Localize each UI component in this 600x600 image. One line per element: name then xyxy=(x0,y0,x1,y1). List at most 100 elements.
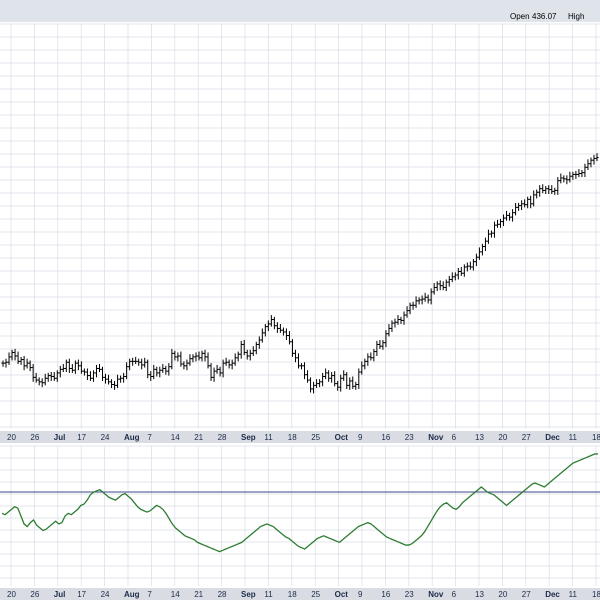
ohlc-bar xyxy=(577,169,581,178)
ohlc-bar xyxy=(260,328,264,343)
ohlc-bar xyxy=(73,360,77,374)
x-axis-bottom-tick-label: Oct xyxy=(335,590,349,599)
ohlc-bar xyxy=(553,187,557,195)
x-axis-top-tick-label: 11 xyxy=(569,433,578,442)
ohlc-bar xyxy=(34,372,38,383)
ohlc-bar xyxy=(22,356,26,371)
x-axis-top-tick-label: Nov xyxy=(428,433,444,442)
ohlc-bar xyxy=(513,202,518,216)
ohlc-bar xyxy=(468,261,472,270)
ohlc-bar xyxy=(275,322,279,333)
ohlc-bar xyxy=(523,199,527,208)
ohlc-bar xyxy=(507,212,512,221)
ohlc-bar xyxy=(140,358,144,370)
ohlc-bar xyxy=(529,195,533,209)
ohlc-bar xyxy=(571,171,575,180)
ohlc-bar xyxy=(568,171,572,183)
x-axis-bottom-tick-label: 24 xyxy=(101,590,110,599)
ohlc-bar xyxy=(215,364,219,374)
x-axis-top-tick-label: 16 xyxy=(381,433,390,442)
ohlc-bar xyxy=(486,229,491,244)
x-axis-bottom-tick-label: 20 xyxy=(498,590,507,599)
ohlc-bar xyxy=(58,365,62,378)
ohlc-bar xyxy=(164,365,168,375)
ohlc-bar xyxy=(535,189,539,199)
ohlc-bar xyxy=(197,351,201,361)
ohlc-bar xyxy=(321,372,325,387)
ohlc-bar xyxy=(504,210,509,221)
ohlc-bar xyxy=(188,354,192,366)
indicator-line xyxy=(1,453,598,553)
ohlc-bar xyxy=(565,175,569,185)
ohlc-bar xyxy=(550,185,554,195)
ohlc-bar xyxy=(146,359,150,379)
ohlc-bar xyxy=(559,173,563,184)
ohlc-bar xyxy=(266,320,270,332)
ohlc-bar xyxy=(179,351,183,367)
ohlc-bar xyxy=(327,370,331,382)
ohlc-bar xyxy=(109,379,114,389)
ohlc-bar xyxy=(583,163,587,178)
x-axis-top-tick-label: 23 xyxy=(405,433,414,442)
ohlc-bar xyxy=(149,371,153,381)
x-axis-bottom-tick-label: 9 xyxy=(358,590,363,599)
ohlc-bar xyxy=(284,328,289,340)
ohlc-bar xyxy=(589,157,593,168)
x-axis-bottom-tick-label: 21 xyxy=(194,590,203,599)
ohlc-bar xyxy=(49,372,53,381)
x-axis-band-bottom xyxy=(0,588,600,600)
ohlc-bar xyxy=(459,267,463,276)
ohlc-bar xyxy=(46,372,50,382)
ohlc-bar xyxy=(106,374,111,385)
ohlc-bar xyxy=(393,318,397,328)
ohlc-bar xyxy=(85,368,90,381)
x-axis-top-tick-label: 26 xyxy=(30,433,39,442)
x-axis-bottom-tick-label: 14 xyxy=(171,590,180,599)
x-axis-top-tick-label: 21 xyxy=(194,433,203,442)
x-axis-top-tick-label: 18 xyxy=(592,433,600,442)
x-axis-top-tick-label: 25 xyxy=(311,433,320,442)
ohlc-bar xyxy=(143,357,147,368)
ohlc-bar xyxy=(134,356,138,365)
x-axis-top-tick-label: 7 xyxy=(147,433,152,442)
ohlc-bar xyxy=(269,315,273,327)
ohlc-bar xyxy=(218,366,222,377)
ohlc-bar xyxy=(592,154,596,165)
x-axis-bottom-tick-label: 18 xyxy=(592,590,600,599)
ohlc-bar xyxy=(76,359,80,371)
ohlc-bar xyxy=(19,356,23,365)
ohlc-bar xyxy=(82,368,87,376)
ohlc-bar xyxy=(510,209,515,222)
ohlc-bar xyxy=(137,358,141,366)
ohlc-bar xyxy=(61,364,65,373)
ohlc-bar xyxy=(203,349,207,362)
ohlc-bar xyxy=(185,359,189,371)
ohlc-bar xyxy=(91,370,96,382)
ohlc-bar xyxy=(402,311,406,325)
x-axis-top-tick-label: 24 xyxy=(101,433,110,442)
ohlc-bar xyxy=(462,264,466,277)
x-axis-top-tick-label: 27 xyxy=(522,433,531,442)
ohlc-bar xyxy=(351,376,355,389)
ohlc-bar xyxy=(345,372,349,389)
ohlc-bar xyxy=(369,352,373,361)
ohlc-bar xyxy=(547,185,551,195)
ohlc-bar xyxy=(532,190,536,207)
ohlc-bar xyxy=(444,279,448,292)
price-grid xyxy=(0,23,600,429)
ohlc-bar xyxy=(16,351,20,365)
ohlc-bar xyxy=(290,339,295,357)
ohlc-bar xyxy=(438,280,442,291)
ohlc-bar xyxy=(100,366,105,381)
header-open-label: Open xyxy=(510,12,530,21)
ohlc-bar xyxy=(64,359,68,373)
ohlc-bar xyxy=(336,380,340,391)
ohlc-bar xyxy=(221,359,225,378)
ohlc-bar xyxy=(245,349,249,360)
ohlc-bar xyxy=(317,379,322,388)
ohlc-bar xyxy=(450,272,454,283)
x-axis-bottom: 20 26 Jul 17 24 Aug 7 14 21 28 Sep 11 18 25 Oct 9 16 23 No… xyxy=(7,590,600,599)
ohlc-bar xyxy=(562,175,566,183)
ohlc-bar xyxy=(28,360,32,372)
